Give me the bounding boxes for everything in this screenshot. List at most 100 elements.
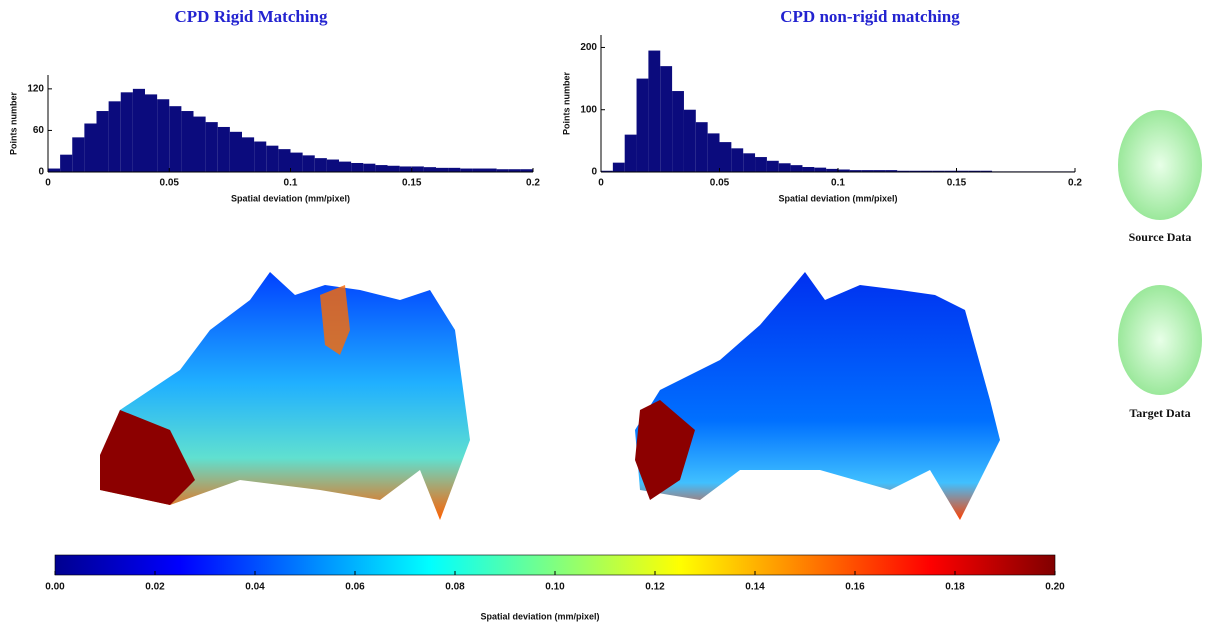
bar [302, 155, 315, 172]
bar [707, 133, 720, 172]
bar [120, 92, 133, 172]
bar [826, 168, 838, 172]
chart-title: CPD non-rigid matching [780, 7, 960, 26]
bar [814, 167, 827, 172]
x-tick-label: 0.05 [710, 178, 730, 189]
x-tick-label: 0.20 [1045, 582, 1065, 593]
bar [60, 154, 73, 172]
bar [520, 169, 533, 172]
bar [909, 170, 921, 172]
bar [169, 106, 182, 172]
bar [326, 159, 339, 172]
x-tick-label: 0.1 [284, 178, 298, 189]
bar [266, 145, 279, 172]
x-axis-label: Spatial deviation (mm/pixel) [480, 611, 599, 621]
bar [648, 50, 661, 173]
bar [660, 66, 673, 172]
x-tick-label: 0.2 [1068, 178, 1082, 189]
bar [472, 168, 485, 172]
x-tick-label: 0.1 [831, 178, 845, 189]
bar [601, 170, 613, 172]
bar [719, 142, 732, 172]
bar [790, 165, 803, 172]
bar [290, 152, 303, 172]
bar [778, 163, 791, 172]
bar [72, 137, 85, 172]
bar [448, 167, 461, 172]
bar [755, 157, 767, 172]
surface-rigid [100, 272, 470, 520]
bar [695, 122, 708, 172]
y-tick-label: 120 [27, 83, 44, 94]
bar [363, 163, 376, 172]
bar [460, 168, 473, 172]
bar [838, 169, 850, 172]
y-tick-label: 100 [580, 104, 597, 115]
x-tick-label: 0 [45, 178, 51, 189]
y-tick-label: 0 [38, 167, 44, 178]
bar [423, 167, 436, 172]
x-tick-label: 0.2 [526, 178, 540, 189]
chart-title: CPD Rigid Matching [175, 7, 329, 26]
bar [351, 162, 364, 172]
bar [849, 170, 862, 172]
y-axis-label: Points number [561, 72, 571, 136]
bar [314, 158, 327, 172]
bar [339, 161, 352, 172]
bar [672, 91, 684, 172]
bar [731, 148, 744, 172]
x-tick-label: 0.05 [160, 178, 180, 189]
bar [399, 166, 412, 172]
y-axis-label: Points number [8, 92, 18, 156]
bar [436, 167, 449, 172]
bar [484, 168, 497, 172]
bar [108, 101, 121, 172]
x-tick-label: 0.08 [445, 582, 465, 593]
bar [612, 162, 625, 172]
bar [932, 170, 945, 172]
bar [968, 170, 981, 172]
x-tick-label: 0.04 [245, 582, 265, 593]
x-tick-label: 0.10 [545, 582, 565, 593]
bar [387, 165, 400, 172]
bar [205, 122, 218, 172]
bar [743, 153, 756, 172]
bar [278, 149, 291, 172]
bar [132, 88, 145, 172]
bar [375, 165, 388, 172]
source-face [1118, 110, 1202, 220]
bar [411, 166, 424, 172]
x-axis-label: Spatial deviation (mm/pixel) [778, 193, 897, 203]
bar [229, 131, 242, 172]
bar [181, 111, 194, 172]
x-tick-label: 0.18 [945, 582, 965, 593]
bar [254, 141, 267, 172]
bar [861, 170, 874, 172]
bar [624, 134, 637, 172]
bar [802, 167, 815, 172]
x-tick-label: 0.02 [145, 582, 165, 593]
x-axis-label: Spatial deviation (mm/pixel) [231, 193, 350, 203]
y-tick-label: 200 [580, 42, 597, 53]
x-tick-label: 0.15 [402, 178, 422, 189]
bar [956, 170, 969, 172]
image-label: Target Data [1129, 406, 1190, 420]
y-tick-label: 60 [33, 125, 45, 136]
bar [980, 170, 993, 172]
bar [508, 169, 521, 172]
bar [944, 170, 957, 172]
bar [217, 126, 230, 172]
bar [96, 111, 109, 172]
x-tick-label: 0.16 [845, 582, 865, 593]
bar [920, 170, 933, 172]
bar [84, 123, 97, 172]
x-tick-label: 0 [598, 178, 604, 189]
bar [897, 170, 910, 172]
x-tick-label: 0.12 [645, 582, 665, 593]
bar [496, 169, 509, 172]
bar [873, 170, 886, 172]
surface-non-rigid [635, 272, 1000, 520]
bar [636, 78, 649, 172]
x-tick-label: 0.14 [745, 582, 765, 593]
